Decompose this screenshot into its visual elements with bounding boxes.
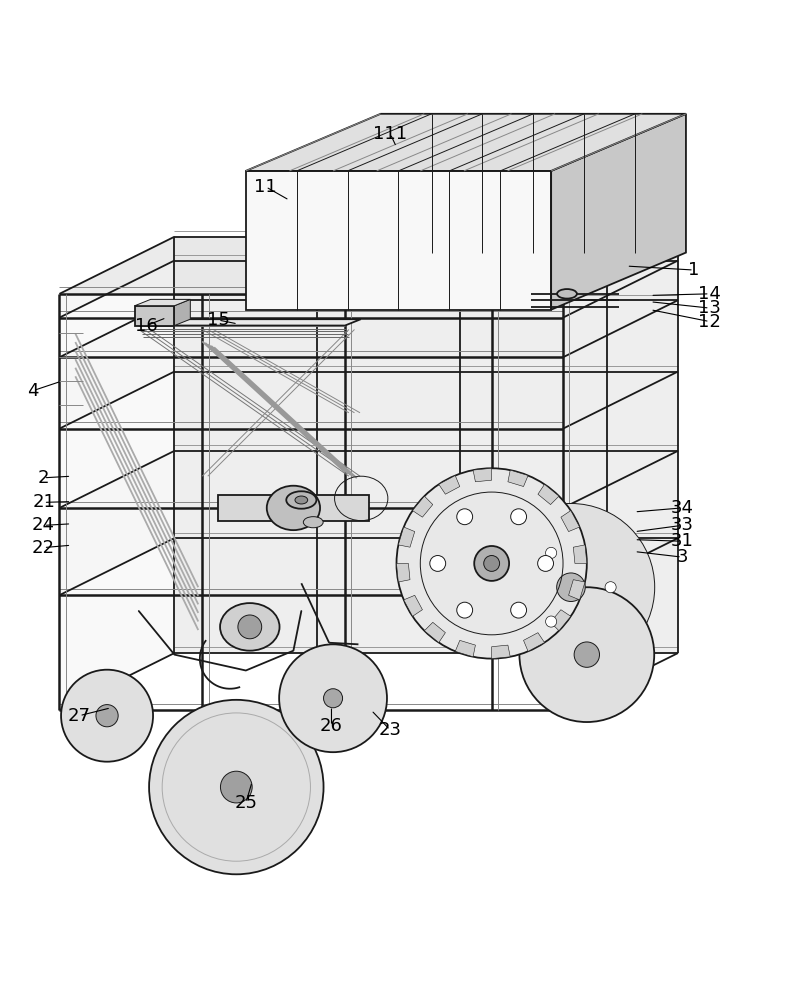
- Text: 25: 25: [234, 794, 258, 812]
- Polygon shape: [254, 179, 543, 302]
- Circle shape: [546, 616, 557, 627]
- Circle shape: [396, 468, 587, 659]
- Polygon shape: [174, 237, 678, 653]
- Circle shape: [149, 700, 324, 874]
- Text: 11: 11: [255, 178, 277, 196]
- Circle shape: [538, 556, 554, 571]
- Polygon shape: [59, 300, 174, 429]
- Polygon shape: [59, 451, 174, 595]
- Ellipse shape: [295, 496, 308, 504]
- Ellipse shape: [220, 603, 280, 651]
- Text: 27: 27: [67, 707, 91, 725]
- Polygon shape: [455, 640, 476, 657]
- Text: 12: 12: [699, 313, 721, 331]
- Circle shape: [605, 582, 616, 593]
- Polygon shape: [561, 511, 580, 532]
- Text: 23: 23: [378, 721, 402, 739]
- Circle shape: [430, 556, 446, 571]
- Circle shape: [61, 670, 153, 762]
- Circle shape: [546, 547, 557, 558]
- Text: 21: 21: [33, 493, 55, 511]
- Circle shape: [557, 573, 585, 602]
- Text: 26: 26: [320, 717, 343, 735]
- Circle shape: [519, 587, 654, 722]
- Polygon shape: [424, 622, 446, 643]
- Circle shape: [279, 644, 387, 752]
- Text: 13: 13: [699, 299, 721, 317]
- Polygon shape: [246, 171, 551, 310]
- Ellipse shape: [303, 517, 324, 528]
- Polygon shape: [398, 527, 415, 547]
- Circle shape: [238, 615, 262, 639]
- Text: 4: 4: [28, 382, 39, 400]
- Polygon shape: [59, 261, 174, 357]
- Polygon shape: [412, 496, 433, 517]
- Polygon shape: [404, 595, 423, 616]
- Circle shape: [474, 546, 509, 581]
- Text: 31: 31: [671, 532, 693, 550]
- Polygon shape: [569, 580, 585, 600]
- Polygon shape: [573, 545, 587, 563]
- Circle shape: [220, 771, 252, 803]
- Ellipse shape: [557, 289, 577, 299]
- Circle shape: [96, 705, 118, 727]
- Polygon shape: [473, 468, 492, 482]
- Polygon shape: [218, 495, 369, 521]
- Polygon shape: [59, 372, 174, 508]
- Text: 34: 34: [670, 499, 694, 517]
- Text: 111: 111: [373, 125, 408, 143]
- Text: 3: 3: [676, 548, 688, 566]
- Circle shape: [484, 556, 500, 571]
- Polygon shape: [246, 114, 686, 171]
- Polygon shape: [135, 299, 190, 306]
- Text: 2: 2: [38, 469, 49, 487]
- Circle shape: [574, 642, 600, 667]
- Text: 15: 15: [207, 311, 229, 329]
- Circle shape: [324, 689, 343, 708]
- Circle shape: [457, 509, 473, 525]
- Polygon shape: [59, 538, 174, 710]
- Text: 16: 16: [136, 317, 158, 335]
- Polygon shape: [59, 237, 174, 318]
- Polygon shape: [551, 114, 686, 310]
- Polygon shape: [139, 319, 361, 326]
- Circle shape: [487, 503, 655, 671]
- Polygon shape: [135, 306, 174, 326]
- Circle shape: [511, 509, 527, 525]
- Text: 33: 33: [670, 516, 694, 534]
- Polygon shape: [538, 484, 559, 505]
- Polygon shape: [59, 237, 678, 294]
- Text: 22: 22: [32, 539, 56, 557]
- Circle shape: [457, 602, 473, 618]
- Text: 14: 14: [699, 285, 721, 303]
- Polygon shape: [174, 299, 190, 326]
- Polygon shape: [550, 610, 571, 631]
- Polygon shape: [396, 563, 410, 582]
- Circle shape: [511, 602, 527, 618]
- Ellipse shape: [266, 486, 320, 530]
- Polygon shape: [492, 645, 510, 659]
- Text: 1: 1: [688, 261, 699, 279]
- Text: 24: 24: [32, 516, 56, 534]
- Polygon shape: [508, 470, 528, 487]
- Ellipse shape: [286, 491, 316, 509]
- Polygon shape: [523, 633, 545, 651]
- Polygon shape: [439, 476, 460, 494]
